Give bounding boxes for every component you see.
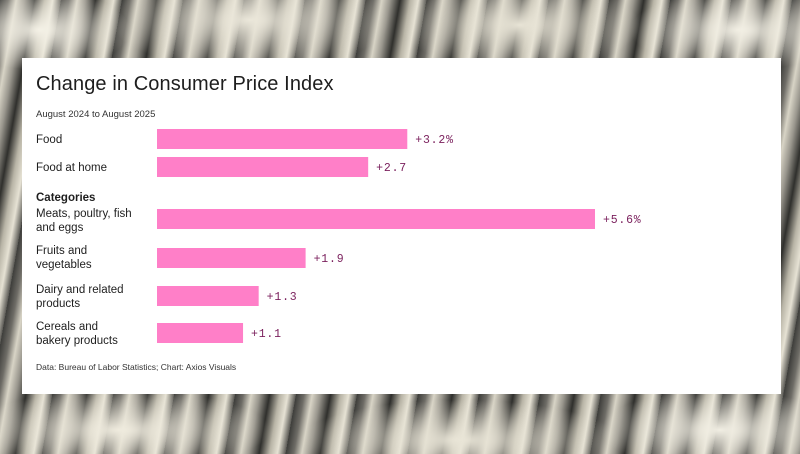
bar-4 — [157, 286, 259, 306]
category-label-fruits: Fruits and vegetables — [36, 245, 92, 271]
section-label-categories: Categories — [36, 192, 96, 204]
bar-0 — [157, 129, 408, 149]
value-label-0: +3.2% — [415, 134, 454, 147]
chart-source: Data: Bureau of Labor Statistics; Chart:… — [36, 362, 237, 372]
bar-3 — [157, 248, 306, 268]
bar-chart: +3.2% +2.7 +5.6% +1.9 +1.3 +1.1 — [157, 129, 642, 343]
chart-card: Change in Consumer Price Index August 20… — [22, 58, 781, 394]
value-label-1: +2.7 — [376, 162, 407, 175]
category-label-meats: Meats, poultry, fish and eggs — [36, 208, 132, 234]
category-label-dairy: Dairy and related products — [36, 284, 124, 310]
category-label-cereals: Cereals and bakery products — [36, 321, 118, 347]
bar-2 — [157, 209, 595, 229]
bar-5 — [157, 323, 244, 343]
chart-title: Change in Consumer Price Index — [36, 73, 334, 95]
value-label-3: +1.9 — [314, 253, 345, 266]
category-label-food: Food — [36, 134, 63, 146]
value-label-4: +1.3 — [267, 291, 298, 304]
chart-subtitle: August 2024 to August 2025 — [36, 109, 156, 120]
value-label-2: +5.6% — [603, 214, 642, 227]
bar-1 — [157, 157, 369, 177]
category-label-food-at-home: Food at home — [36, 162, 107, 174]
value-label-5: +1.1 — [251, 328, 282, 341]
